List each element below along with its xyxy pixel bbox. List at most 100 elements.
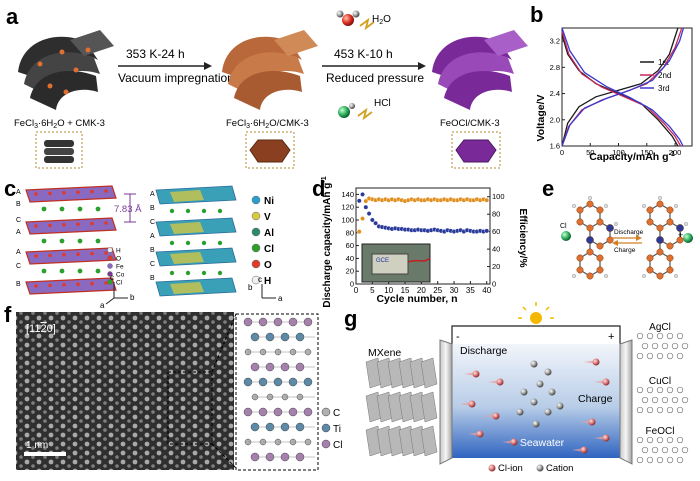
- atom-c: [304, 438, 312, 446]
- cl-ion-left-icon: [561, 231, 571, 241]
- chart-b-ytick-label: 3.2: [550, 37, 560, 46]
- right-material-atom: [666, 332, 674, 340]
- cl-ion: [468, 400, 476, 408]
- chart-b-legend-label: 2nd: [658, 71, 671, 80]
- molecule-carbon: [656, 248, 664, 256]
- chart-b-plot: 0 50 100 150 200 1.6 2.0 2.4 2.8 3.2 1st 2nd 3rd: [550, 27, 685, 157]
- panel-g: g - + Discharge Charge Seawater MXene Ag…: [344, 302, 689, 474]
- light-bulb-icon: [518, 302, 554, 324]
- panel-b: b Voltage/V Capacity/mAh g-1 0 50 100 150 20…: [530, 2, 693, 163]
- chart-d-y2tick-label: 60: [492, 227, 500, 236]
- chart-d-ytick-label: 140: [341, 190, 354, 199]
- right-material-atom: [636, 436, 644, 444]
- legend-c-right-label: Al: [264, 228, 274, 239]
- right-material-atom: [641, 396, 649, 404]
- right-material-atom: [641, 342, 649, 350]
- right-material-atom: [636, 352, 644, 360]
- layer-atom-o: [90, 221, 94, 226]
- scale-bar-label: 1 nm: [26, 440, 48, 451]
- interlayer-spacing: 7.83 Å: [114, 204, 142, 215]
- ldh-interlayer-cl: [217, 208, 223, 214]
- material-agcl-label: AgCl: [649, 322, 671, 333]
- panel-a: a FeCl3·6H2O + CMK-3 353 K-24 h Vacuum: [6, 4, 528, 169]
- material-2-label: FeCl3·6H2O/CMK-3: [226, 118, 309, 130]
- layer-atom-o: [34, 224, 38, 228]
- mxene-label: MXene: [368, 347, 401, 359]
- right-material-atom: [636, 332, 644, 340]
- ldh-stack-label: A: [150, 191, 155, 198]
- molecule-carbon: [656, 272, 664, 280]
- step2-method: Reduced pressure: [326, 71, 424, 85]
- panel-label-a: a: [6, 4, 19, 29]
- right-material-atom: [666, 406, 674, 414]
- molecule-carbon: [586, 200, 594, 208]
- chart-d-ytick-label: 0: [350, 280, 354, 289]
- legend-f-label: Ti: [333, 424, 341, 435]
- mxene-octahedron: [420, 391, 438, 423]
- ldh-interlayer-cl: [217, 240, 223, 246]
- chart-d-y2tick-label: 100: [492, 192, 505, 201]
- right-material-atom: [656, 352, 664, 360]
- chart-d-xtick-label: 20: [417, 286, 426, 295]
- legend-c-left-label: H: [116, 248, 121, 255]
- chart-d-capacity-point: [360, 191, 365, 197]
- step2-condition: 453 K-10 h: [334, 47, 393, 61]
- right-material-atom: [636, 406, 644, 414]
- interlayer-cl: [77, 268, 83, 274]
- material-3-label: FeOCl/CMK-3: [440, 118, 500, 129]
- chart-d-capacity-point: [366, 211, 372, 217]
- ldh-interlayer-cl: [185, 208, 191, 214]
- right-material-atom: [646, 456, 654, 464]
- right-material-atom: [636, 456, 644, 464]
- zoom-region-box: [167, 371, 213, 445]
- atom-model: [243, 317, 315, 462]
- discharge-label: Discharge: [460, 345, 507, 357]
- zoom-box-2: [245, 131, 295, 169]
- cl-ion: [492, 412, 500, 420]
- svg-text:b: b: [248, 283, 253, 292]
- ldh-layer-yellow: [170, 252, 204, 264]
- chart-d-y2label: Efficiency/%: [517, 209, 528, 268]
- ldh-interlayer-cl: [201, 208, 207, 214]
- right-material-atom: [666, 436, 674, 444]
- chart-d-capacity-point: [363, 204, 369, 210]
- chart-d-xtick-label: 30: [450, 286, 459, 295]
- right-material-atom: [656, 456, 664, 464]
- molecule-nitrogen: [656, 236, 664, 244]
- hex-cross-section-3: [455, 139, 497, 163]
- svg-text:a: a: [278, 294, 283, 303]
- chart-d-xtick-label: 0: [354, 286, 359, 295]
- chart-d-y2tick-label: 80: [492, 210, 500, 219]
- legend-cl-ion-icon: [488, 464, 496, 472]
- molecule-carbon: [596, 254, 604, 262]
- molecule-carbon: [576, 266, 584, 274]
- stack-label: A: [16, 229, 21, 236]
- water-molecule-icon: [336, 10, 375, 31]
- right-material-atom: [651, 342, 659, 350]
- right-material-atom: [671, 342, 679, 350]
- legend-f: C Ti Cl: [321, 407, 342, 451]
- right-material-atom: [681, 446, 689, 454]
- ldh-interlayer-cl: [169, 270, 175, 276]
- chart-d-ytick-label: 80: [346, 228, 354, 237]
- molecule-carbon: [596, 266, 604, 274]
- layer-atom-o: [34, 254, 38, 258]
- zone-axis-label: [1120]: [26, 323, 56, 335]
- cation: [532, 420, 540, 428]
- right-material-atom: [681, 396, 689, 404]
- ldh-stack-label: A: [150, 233, 155, 240]
- chart-b-ytick-label: 1.6: [550, 142, 560, 151]
- legend-c-left-label: O: [116, 256, 121, 263]
- ldh-stack-label: B: [150, 205, 155, 212]
- left-electrode-plate: [439, 339, 453, 465]
- cation: [516, 408, 524, 416]
- circuit-wire: [451, 325, 621, 344]
- interlayer-cl: [59, 268, 65, 274]
- right-material-atom: [656, 436, 664, 444]
- layer-atom-o: [48, 191, 52, 196]
